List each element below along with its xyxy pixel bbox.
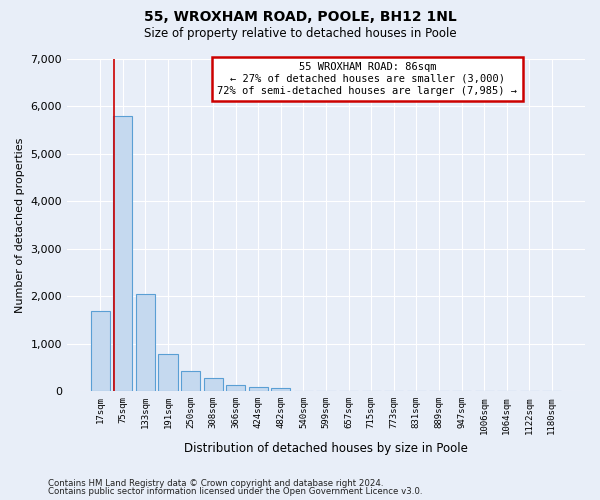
Bar [181,371,200,391]
X-axis label: Distribution of detached houses by size in Poole: Distribution of detached houses by size … [184,442,468,455]
Bar [158,354,178,391]
Bar [226,386,245,391]
Text: 55 WROXHAM ROAD: 86sqm
← 27% of detached houses are smaller (3,000)
72% of semi-: 55 WROXHAM ROAD: 86sqm ← 27% of detached… [217,62,517,96]
Text: Contains HM Land Registry data © Crown copyright and database right 2024.: Contains HM Land Registry data © Crown c… [48,478,383,488]
Bar [113,116,133,391]
Y-axis label: Number of detached properties: Number of detached properties [15,138,25,313]
Text: Size of property relative to detached houses in Poole: Size of property relative to detached ho… [143,28,457,40]
Bar [136,294,155,391]
Bar [271,388,290,391]
Bar [248,388,268,391]
Bar [203,378,223,391]
Text: 55, WROXHAM ROAD, POOLE, BH12 1NL: 55, WROXHAM ROAD, POOLE, BH12 1NL [143,10,457,24]
Text: Contains public sector information licensed under the Open Government Licence v3: Contains public sector information licen… [48,487,422,496]
Bar [91,310,110,391]
